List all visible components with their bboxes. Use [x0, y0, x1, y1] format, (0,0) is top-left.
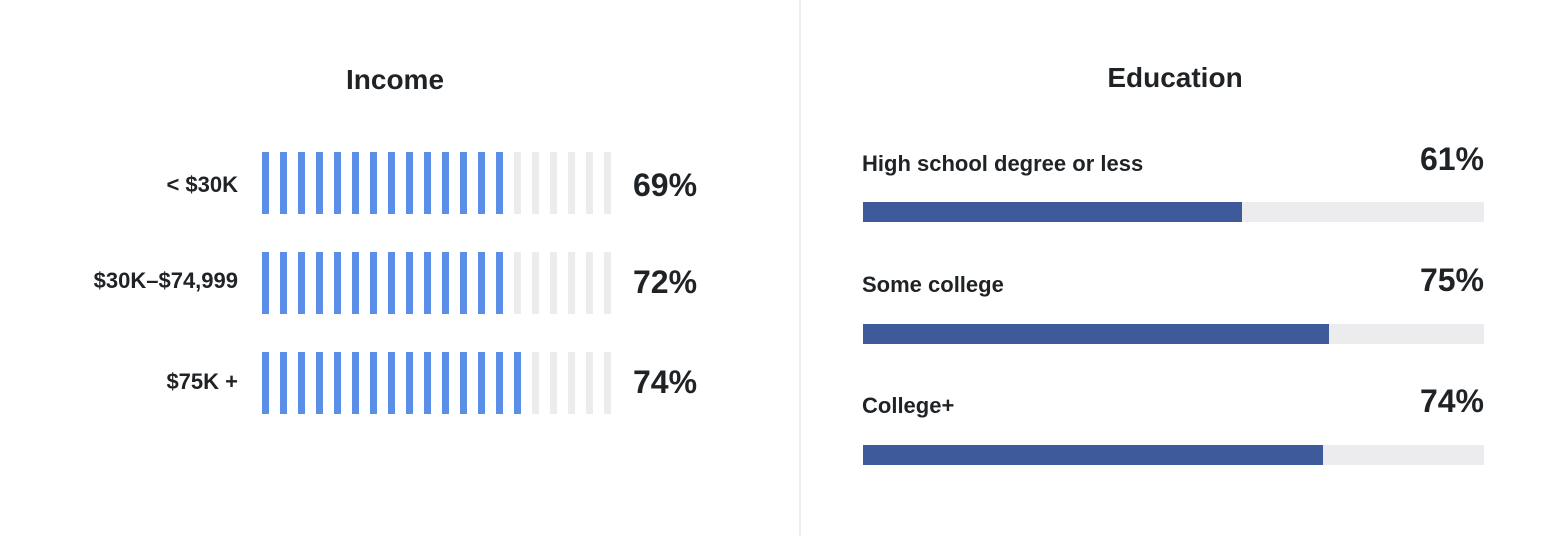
income-value-2: 72% — [633, 264, 698, 300]
income-stripe-filled-3-14 — [496, 352, 503, 414]
education-label-2: Some college — [862, 272, 1004, 297]
income-stripe-empty-1-19 — [586, 152, 593, 214]
income-stripe-filled-3-7 — [370, 352, 377, 414]
income-stripe-filled-1-2 — [280, 152, 287, 214]
education-label-3: College+ — [862, 393, 955, 418]
panel-divider — [799, 0, 801, 536]
income-stripe-filled-1-12 — [460, 152, 467, 214]
income-stripe-filled-2-1 — [262, 252, 269, 314]
income-stripe-filled-3-12 — [460, 352, 467, 414]
education-value-1: 61% — [1419, 141, 1484, 177]
income-stripe-filled-2-8 — [388, 252, 395, 314]
income-stripe-empty-2-19 — [586, 252, 593, 314]
income-stripe-filled-1-10 — [424, 152, 431, 214]
income-stripe-filled-2-11 — [442, 252, 449, 314]
income-stripe-filled-2-9 — [406, 252, 413, 314]
income-bar-3 — [262, 352, 611, 414]
income-stripe-filled-1-6 — [352, 152, 359, 214]
education-bar-1 — [863, 202, 1242, 222]
income-stripe-empty-1-17 — [550, 152, 557, 214]
income-stripe-empty-1-20 — [604, 152, 611, 214]
education-title: Education — [1107, 62, 1243, 93]
income-stripe-empty-3-17 — [550, 352, 557, 414]
income-stripe-filled-2-14 — [496, 252, 503, 314]
income-stripe-filled-2-2 — [280, 252, 287, 314]
income-stripe-empty-2-17 — [550, 252, 557, 314]
income-stripe-empty-1-16 — [532, 152, 539, 214]
income-stripe-filled-2-13 — [478, 252, 485, 314]
income-stripe-filled-1-3 — [298, 152, 305, 214]
income-value-3: 74% — [633, 364, 698, 400]
income-stripe-filled-1-9 — [406, 152, 413, 214]
income-stripe-filled-2-7 — [370, 252, 377, 314]
education-track-1 — [863, 202, 1484, 222]
education-track-3 — [863, 445, 1484, 465]
income-stripe-empty-2-20 — [604, 252, 611, 314]
income-stripe-filled-3-5 — [334, 352, 341, 414]
education-label-1: High school degree or less — [862, 151, 1144, 176]
income-stripe-filled-1-14 — [496, 152, 503, 214]
education-track-2 — [863, 324, 1484, 344]
income-title: Income — [345, 64, 445, 95]
income-stripe-filled-3-9 — [406, 352, 413, 414]
education-value-3: 74% — [1419, 383, 1484, 419]
income-stripe-filled-2-4 — [316, 252, 323, 314]
income-stripe-filled-3-15 — [514, 352, 521, 414]
income-stripe-filled-3-11 — [442, 352, 449, 414]
education-value-2: 75% — [1419, 262, 1484, 298]
income-stripe-filled-1-13 — [478, 152, 485, 214]
income-label-2: $30K–$74,999 — [93, 268, 238, 293]
income-label-1: < $30K — [166, 172, 238, 197]
income-bar-1 — [262, 152, 611, 214]
income-stripe-empty-3-16 — [532, 352, 539, 414]
income-bar-2 — [262, 252, 611, 314]
income-stripe-filled-1-4 — [316, 152, 323, 214]
income-stripe-empty-2-15 — [514, 252, 521, 314]
income-stripe-filled-3-1 — [262, 352, 269, 414]
income-stripe-empty-3-18 — [568, 352, 575, 414]
income-stripe-filled-1-8 — [388, 152, 395, 214]
income-stripe-filled-1-5 — [334, 152, 341, 214]
income-value-1: 69% — [633, 167, 698, 203]
income-stripe-filled-3-3 — [298, 352, 305, 414]
income-stripe-filled-3-13 — [478, 352, 485, 414]
income-stripe-filled-2-12 — [460, 252, 467, 314]
education-bar-3 — [863, 445, 1323, 465]
income-stripe-filled-1-11 — [442, 152, 449, 214]
income-stripe-filled-2-10 — [424, 252, 431, 314]
income-stripe-empty-2-18 — [568, 252, 575, 314]
income-stripe-empty-1-18 — [568, 152, 575, 214]
income-stripe-filled-3-4 — [316, 352, 323, 414]
income-stripe-filled-3-8 — [388, 352, 395, 414]
income-stripe-filled-3-2 — [280, 352, 287, 414]
income-stripe-filled-1-7 — [370, 152, 377, 214]
income-stripe-empty-2-16 — [532, 252, 539, 314]
income-stripe-empty-3-20 — [604, 352, 611, 414]
income-stripe-filled-2-5 — [334, 252, 341, 314]
income-stripe-empty-3-19 — [586, 352, 593, 414]
income-label-3: $75K + — [166, 369, 238, 394]
income-stripe-empty-1-15 — [514, 152, 521, 214]
income-stripe-filled-2-6 — [352, 252, 359, 314]
income-stripe-filled-2-3 — [298, 252, 305, 314]
income-stripe-filled-3-6 — [352, 352, 359, 414]
income-stripe-filled-1-1 — [262, 152, 269, 214]
education-bar-2 — [863, 324, 1329, 344]
income-stripe-filled-3-10 — [424, 352, 431, 414]
